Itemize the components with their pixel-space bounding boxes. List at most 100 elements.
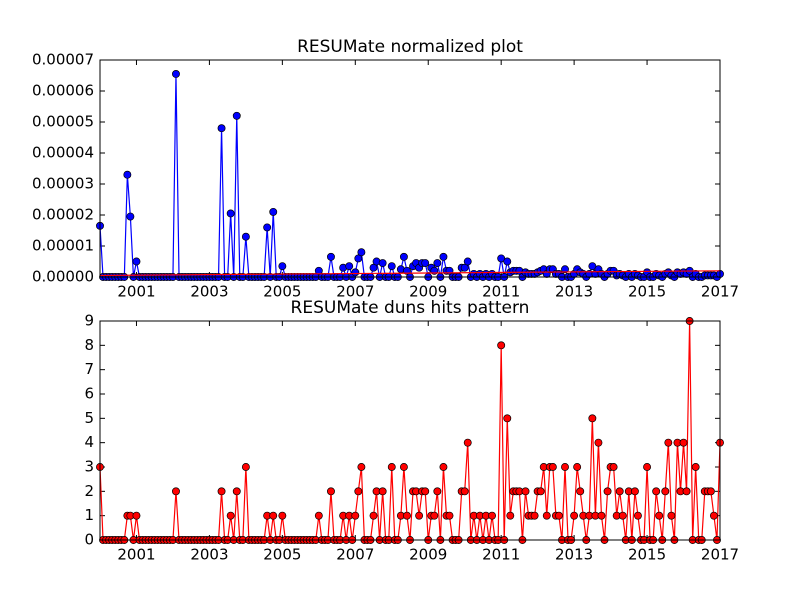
data-point [643, 463, 652, 471]
data-point [226, 209, 235, 218]
y-tick-label: 0.00006 [32, 82, 94, 100]
data-point [682, 487, 691, 496]
x-tick-label: 2009 [409, 283, 447, 301]
data-point [241, 463, 250, 471]
data-point [430, 511, 439, 520]
data-point [172, 69, 180, 78]
data-point [548, 463, 557, 471]
x-tick-label: 2017 [701, 546, 739, 564]
data-point [378, 259, 387, 267]
data-point [594, 438, 603, 447]
data-point [399, 463, 408, 471]
data-point [576, 487, 585, 496]
y-tick-label: 7 [84, 360, 94, 378]
data-point [123, 170, 132, 179]
y-tick-label: 5 [84, 409, 94, 427]
y-tick-label: 0 [84, 531, 94, 549]
data-point [403, 511, 411, 520]
x-tick-label: 2007 [336, 283, 374, 301]
data-point [588, 414, 597, 423]
data-point [463, 438, 472, 447]
data-point [357, 248, 366, 257]
data-point [439, 463, 448, 471]
data-point [618, 511, 627, 520]
data-point [439, 252, 448, 261]
data-point [561, 265, 569, 274]
data-point [460, 487, 469, 496]
y-tick-label: 8 [84, 336, 94, 354]
data-point [615, 487, 624, 496]
y-tick-label: 0.00002 [32, 206, 94, 224]
data-point [691, 463, 700, 471]
data-point [314, 511, 323, 520]
data-point [561, 463, 569, 471]
data-point [630, 487, 639, 496]
x-tick-label: 2011 [482, 546, 520, 564]
data-point [369, 263, 378, 272]
x-tick-label: 2015 [628, 546, 666, 564]
data-point [633, 511, 642, 520]
x-tick-label: 2013 [555, 283, 593, 301]
data-point [421, 487, 430, 496]
data-point [351, 511, 360, 520]
y-tick-label: 0.00005 [32, 113, 94, 131]
data-point [709, 511, 718, 520]
x-tick-label: 2015 [628, 283, 666, 301]
x-tick-label: 2009 [409, 546, 447, 564]
y-tick-label: 2 [84, 482, 94, 500]
data-point [588, 262, 597, 271]
x-tick-label: 2007 [336, 546, 374, 564]
data-point [327, 487, 335, 496]
data-point [554, 511, 563, 520]
x-tick-label: 2017 [701, 283, 739, 301]
x-tick-label: 2005 [263, 283, 301, 301]
data-point [521, 487, 530, 496]
data-point [132, 257, 141, 266]
x-tick-label: 2001 [117, 283, 155, 301]
data-point [460, 263, 469, 272]
data-point [399, 252, 408, 261]
data-point [357, 463, 366, 471]
data-point [497, 341, 506, 350]
x-tick-label: 2005 [263, 546, 301, 564]
data-point [217, 487, 226, 496]
data-point [497, 254, 506, 263]
data-point [506, 511, 515, 520]
y-tick-label: 0.00003 [32, 175, 94, 193]
data-point [603, 487, 612, 496]
data-point [278, 262, 287, 271]
data-point [269, 207, 278, 216]
x-tick-label: 2011 [482, 283, 520, 301]
data-point [241, 232, 250, 241]
data-point [132, 511, 141, 520]
data-point [679, 438, 688, 447]
data-point [327, 252, 335, 261]
data-point [278, 511, 287, 520]
data-point [226, 511, 235, 520]
y-tick-label: 0.00001 [32, 237, 94, 255]
data-point [415, 511, 424, 520]
data-point [354, 254, 363, 263]
x-tick-label: 2003 [190, 546, 228, 564]
data-point [655, 511, 664, 520]
series-line [99, 270, 721, 277]
data-point [542, 511, 551, 520]
data-point [369, 511, 378, 520]
data-point [387, 463, 396, 471]
data-point [536, 487, 545, 496]
data-point [263, 223, 272, 232]
data-point [503, 257, 512, 266]
y-tick-label: 9 [84, 312, 94, 330]
plot-frame [99, 59, 721, 278]
data-point [351, 268, 360, 277]
data-point [661, 487, 670, 496]
data-point [573, 463, 582, 471]
data-point [503, 414, 512, 423]
data-point [433, 259, 442, 267]
chart-title: RESUMate duns hits pattern [291, 298, 530, 318]
data-point [706, 487, 715, 496]
data-point [433, 487, 442, 496]
data-point [530, 511, 539, 520]
y-tick-label: 3 [84, 458, 94, 476]
